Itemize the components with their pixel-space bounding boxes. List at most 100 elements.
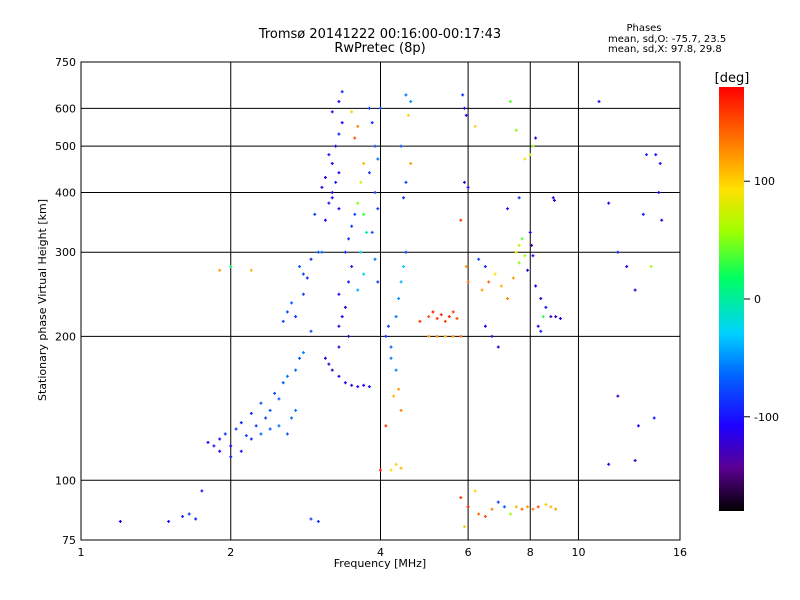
- data-point: [427, 334, 431, 338]
- data-point: [514, 250, 518, 254]
- data-point: [409, 100, 413, 104]
- data-point: [455, 316, 459, 320]
- data-point: [523, 157, 527, 161]
- x-tick-label: 1: [78, 546, 85, 559]
- data-point: [277, 397, 281, 401]
- data-point: [536, 324, 540, 328]
- data-point: [539, 297, 543, 301]
- data-point: [505, 297, 509, 301]
- data-point: [229, 455, 233, 459]
- data-point: [520, 507, 524, 511]
- data-point: [435, 334, 439, 338]
- data-point: [462, 525, 466, 529]
- data-point: [356, 385, 360, 389]
- data-point: [392, 394, 396, 398]
- data-point: [539, 329, 543, 333]
- data-point: [397, 387, 401, 391]
- data-point: [320, 250, 324, 254]
- data-point: [477, 512, 481, 516]
- data-point: [402, 265, 406, 269]
- data-point: [549, 505, 553, 509]
- data-point: [466, 185, 470, 189]
- data-point: [334, 180, 338, 184]
- data-point: [337, 345, 341, 349]
- data-point: [229, 444, 233, 448]
- data-point: [206, 440, 210, 444]
- y-axis-label: Stationary phase Virtual Height [km]: [36, 199, 49, 401]
- data-point: [649, 265, 653, 269]
- data-point: [294, 368, 298, 372]
- data-point: [327, 201, 331, 205]
- data-point: [657, 190, 661, 194]
- data-point: [493, 272, 497, 276]
- data-point: [181, 514, 185, 518]
- data-point: [625, 265, 629, 269]
- data-point: [218, 437, 222, 441]
- data-point: [327, 362, 331, 366]
- data-point: [531, 507, 535, 511]
- data-point: [350, 110, 354, 114]
- data-point: [264, 416, 268, 420]
- y-tick-label: 400: [55, 186, 76, 199]
- data-point: [443, 319, 447, 323]
- data-point: [323, 218, 327, 222]
- data-point: [285, 432, 289, 436]
- data-point: [290, 301, 294, 305]
- data-point: [654, 153, 658, 157]
- data-point: [544, 502, 548, 506]
- data-point: [431, 310, 435, 314]
- data-point: [316, 519, 320, 523]
- data-point: [554, 507, 558, 511]
- data-points: [118, 90, 664, 529]
- data-point: [451, 310, 455, 314]
- data-point: [399, 466, 403, 470]
- data-point: [277, 424, 281, 428]
- data-point: [350, 383, 354, 387]
- data-point: [370, 121, 374, 125]
- data-point: [427, 315, 431, 319]
- data-point: [389, 345, 393, 349]
- data-point: [435, 316, 439, 320]
- data-point: [511, 276, 515, 280]
- data-point: [373, 257, 377, 261]
- data-point: [268, 408, 272, 412]
- data-point: [607, 462, 611, 466]
- data-point: [394, 368, 398, 372]
- data-point: [373, 144, 377, 148]
- data-point: [376, 207, 380, 211]
- data-point: [660, 218, 664, 222]
- data-point: [362, 212, 366, 216]
- data-point: [496, 500, 500, 504]
- data-point: [652, 416, 656, 420]
- data-point: [536, 505, 540, 509]
- data-point: [483, 514, 487, 518]
- data-point: [249, 437, 253, 441]
- data-point: [259, 432, 263, 436]
- colorbar-tick-label: 0: [754, 293, 761, 306]
- data-point: [353, 212, 357, 216]
- data-point: [305, 276, 309, 280]
- y-tick-label: 300: [55, 246, 76, 259]
- data-point: [362, 161, 366, 165]
- data-point: [309, 329, 313, 333]
- data-point: [459, 496, 463, 500]
- data-point: [320, 185, 324, 189]
- data-point: [337, 292, 341, 296]
- colorbar-tick-label: -100: [754, 411, 779, 424]
- data-point: [337, 374, 341, 378]
- data-point: [404, 250, 408, 254]
- data-point: [404, 180, 408, 184]
- data-point: [356, 124, 360, 128]
- data-point: [254, 424, 258, 428]
- data-point: [281, 319, 285, 323]
- data-point: [285, 310, 289, 314]
- data-point: [528, 230, 532, 234]
- data-point: [633, 288, 637, 292]
- x-tick-label: 8: [527, 546, 534, 559]
- y-tick-label: 200: [55, 330, 76, 343]
- data-point: [473, 124, 477, 128]
- data-point: [337, 171, 341, 175]
- data-point: [218, 449, 222, 453]
- data-point: [337, 132, 341, 136]
- colorbar-ticks: 100 0 -100: [744, 175, 779, 424]
